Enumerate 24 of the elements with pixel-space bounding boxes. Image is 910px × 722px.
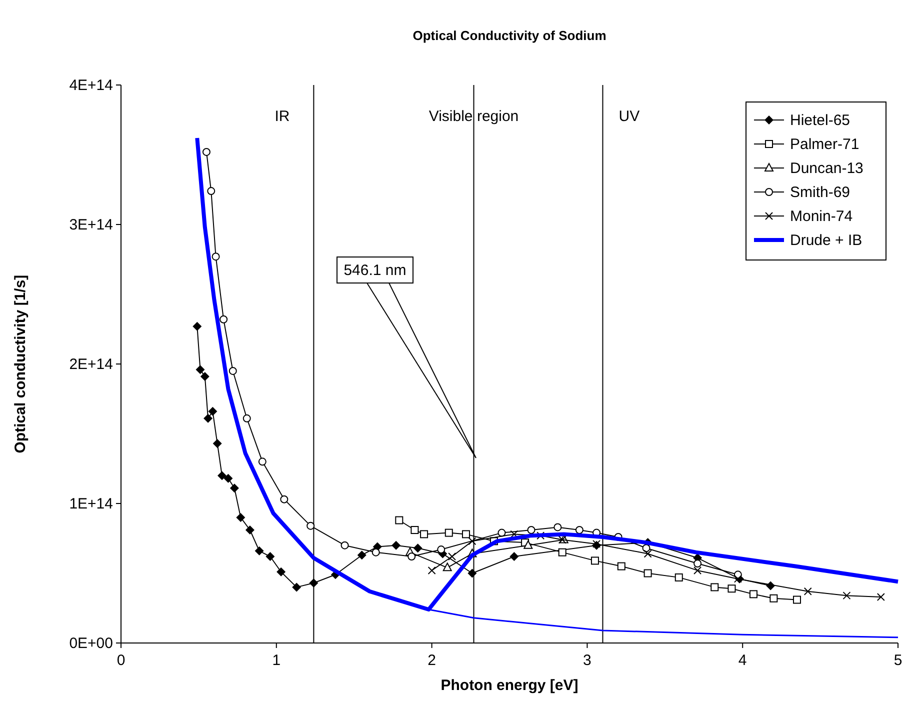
y-tick-label: 2E+14	[69, 356, 113, 373]
ref-line-label: IR	[274, 108, 290, 125]
x-tick-label: 1	[272, 652, 281, 669]
legend-label: Smith-69	[790, 184, 850, 201]
x-tick-label: 4	[738, 652, 747, 669]
legend-label: Palmer-71	[790, 136, 860, 153]
x-tick-label: 3	[583, 652, 592, 669]
legend-label: Duncan-13	[790, 160, 864, 177]
x-tick-label: 5	[894, 652, 902, 669]
annotation: 546.1 nm	[344, 262, 406, 279]
legend-label: Drude + IB	[790, 232, 862, 249]
legend-label: Monin-74	[790, 208, 853, 225]
y-axis-title: Optical conductivity [1/s]	[12, 274, 29, 454]
y-tick-label: 0E+00	[69, 635, 113, 652]
y-tick-label: 3E+14	[69, 216, 113, 234]
ref-line-label: UV	[618, 108, 640, 125]
x-axis-title: Photon energy [eV]	[440, 677, 578, 694]
x-tick-label: 2	[428, 652, 436, 669]
y-tick-label: 1E+14	[69, 496, 113, 512]
y-tick-label: 4E+14	[69, 77, 113, 94]
ref-line-label: Visible region	[428, 108, 519, 125]
x-tick-label: 0	[116, 652, 126, 669]
chart-title: Optical Conductivity of Sodium	[412, 28, 606, 43]
legend-label: Hietel-65	[790, 112, 850, 129]
